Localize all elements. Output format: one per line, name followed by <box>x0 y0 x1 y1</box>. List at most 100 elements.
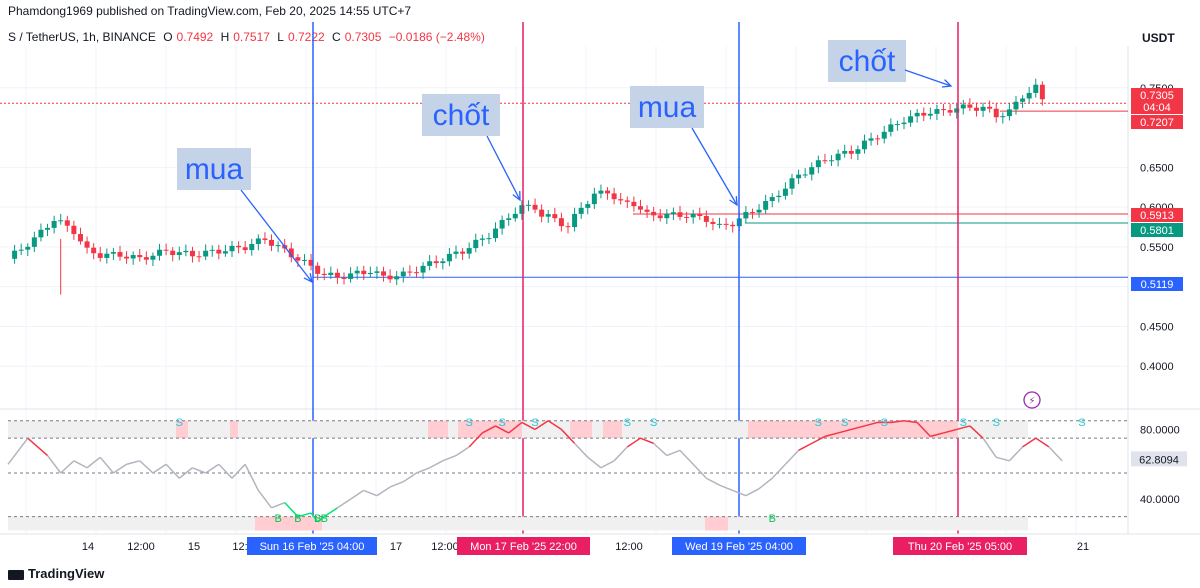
candle-body <box>572 213 578 228</box>
rsi-line-segment <box>560 428 576 444</box>
candle-body <box>209 249 215 251</box>
rsi-line-segment <box>317 515 325 523</box>
rsi-line-segment <box>547 420 562 431</box>
rsi-line-segment <box>851 425 865 431</box>
candle-body <box>637 206 643 210</box>
event-time-label <box>672 537 806 555</box>
rsi-line-segment <box>244 463 260 491</box>
candle-body <box>25 246 31 250</box>
rsi-line-segment <box>1008 446 1024 462</box>
candle-body <box>881 131 887 139</box>
candle-body <box>855 149 861 154</box>
rsi-line-segment <box>824 432 839 438</box>
time-tick-label: 14 <box>82 541 94 553</box>
candle-body <box>796 174 802 179</box>
rsi-line-segment <box>86 456 101 469</box>
candle-body <box>947 110 953 113</box>
candle-body <box>58 220 64 222</box>
candle-body <box>104 253 110 258</box>
event-time-label-text: Sun 16 Feb '25 04:00 <box>260 541 365 553</box>
rsi-line-segment <box>482 425 496 434</box>
open-label: O <box>163 30 173 44</box>
rsi-line-segment <box>376 486 391 497</box>
candle-body <box>539 209 545 217</box>
price-tick-label: 0.7500 <box>1140 83 1174 95</box>
candle-body <box>868 138 874 141</box>
tradingview-logo[interactable]: TradingView <box>8 566 104 581</box>
rsi-highlight <box>428 420 448 439</box>
candle-body <box>914 112 920 117</box>
price-tick-label: 0.6500 <box>1140 162 1174 174</box>
annotation-arrowhead <box>512 190 521 202</box>
candle-body <box>941 109 947 111</box>
price-axis-label <box>1131 208 1183 222</box>
candle-body <box>196 256 202 258</box>
symbol-name[interactable]: S / TetherUS, 1h, BINANCE <box>8 30 156 44</box>
rsi-sell-marker: S <box>841 417 848 429</box>
candle-body <box>677 212 683 217</box>
candle-body <box>183 250 189 253</box>
annotation-arrow <box>904 69 952 87</box>
rsi-line-segment <box>653 442 668 457</box>
annotation-box <box>177 148 251 190</box>
rsi-sell-marker: S <box>815 417 822 429</box>
candle-body <box>348 273 354 279</box>
candle-body <box>64 220 70 226</box>
rsi-line-segment <box>60 460 75 474</box>
candle-body <box>45 227 51 230</box>
candle-body <box>769 197 775 202</box>
rsi-line-segment <box>205 463 220 474</box>
candle-body <box>453 251 459 254</box>
candle-body <box>143 257 149 260</box>
lightning-icon <box>1023 391 1041 409</box>
candle-body <box>407 271 413 273</box>
rsi-line-segment <box>310 512 319 523</box>
currency-label[interactable]: USDT <box>1142 31 1175 45</box>
rsi-sell-marker: S <box>466 417 473 429</box>
candle-body <box>558 218 564 227</box>
candle-body <box>756 209 762 213</box>
candle-body <box>117 252 123 257</box>
price-axis-label-extra: 04:04 <box>1143 102 1171 114</box>
candle-body <box>446 253 452 262</box>
time-tick-label: 21 <box>1077 541 1089 553</box>
candle-body <box>367 272 373 275</box>
rsi-line-segment <box>758 477 773 490</box>
candle-body <box>1033 84 1039 93</box>
rsi-tick-label: 40.0000 <box>1140 494 1180 506</box>
candle-body <box>664 213 670 219</box>
candle-body <box>651 211 657 216</box>
candle-body <box>282 245 288 249</box>
event-time-label-text: Wed 19 Feb '25 04:00 <box>685 541 793 553</box>
candle-body <box>578 207 584 214</box>
candle-body <box>565 226 571 228</box>
candle-body <box>328 272 334 275</box>
rsi-line-segment <box>837 428 852 434</box>
candle-body <box>591 193 597 205</box>
candle-body <box>394 276 400 280</box>
candle-body <box>782 188 788 196</box>
candle-body <box>901 122 907 125</box>
candle-body <box>176 252 182 256</box>
rsi-line-segment <box>363 489 378 497</box>
rsi-line-segment <box>495 425 510 434</box>
rsi-line-segment <box>139 460 154 474</box>
candle-body <box>789 178 795 189</box>
candle-body <box>822 160 828 162</box>
price-tick-label: 0.4000 <box>1140 361 1174 373</box>
candle-body <box>670 212 676 214</box>
rsi-highlight <box>748 420 958 439</box>
annotation-arrow <box>240 189 313 283</box>
candle-body <box>236 245 242 248</box>
candle-body <box>341 277 347 279</box>
rsi-line-segment <box>930 432 944 438</box>
time-tick-label: 12:00 <box>615 541 643 553</box>
candle-body <box>552 214 558 219</box>
rsi-line-segment <box>99 456 114 474</box>
candle-body <box>835 153 841 161</box>
candle-body <box>598 190 604 194</box>
rsi-line-segment <box>1022 437 1037 448</box>
high-value: 0.7517 <box>233 30 270 44</box>
rsi-sell-marker: S <box>881 417 888 429</box>
